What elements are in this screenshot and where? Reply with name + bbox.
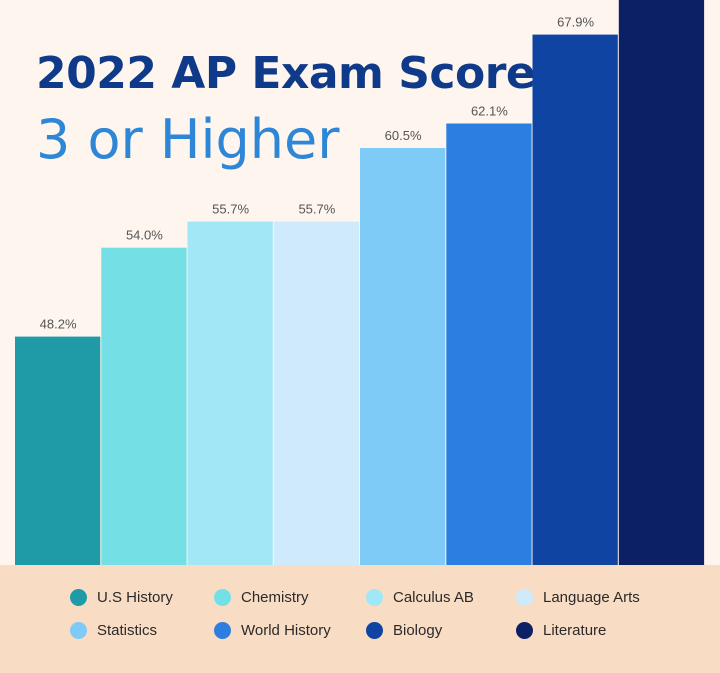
chart-subtitle: 3 or Higher (36, 108, 340, 171)
bar-statistics (360, 148, 446, 565)
legend-swatch (366, 622, 383, 639)
bar-chemistry (101, 247, 187, 565)
bar-world-history (446, 123, 532, 565)
bar-value-label: 55.7% (212, 202, 249, 217)
bar-literature (618, 0, 705, 565)
legend-label: Calculus AB (393, 589, 474, 606)
legend: U.S History Chemistry Calculus AB Langua… (70, 588, 710, 640)
legend-label: Chemistry (241, 589, 309, 606)
legend-label: World History (241, 622, 331, 639)
legend-label: Biology (393, 622, 443, 639)
bar-calculus-ab (187, 221, 273, 565)
bar-value-label: 67.9% (557, 15, 594, 30)
legend-item-us-history: U.S History (70, 588, 214, 607)
chart-title: 2022 AP Exam Scores (36, 48, 561, 99)
bar-value-label: 62.1% (471, 104, 508, 119)
legend-item-biology: Biology (366, 621, 516, 640)
bar-chart: 48.2%54.0%55.7%55.7%60.5%62.1%67.9%77.9% (15, 0, 705, 565)
bar-value-label: 55.7% (298, 202, 335, 217)
legend-label: Literature (543, 622, 607, 639)
legend-label: U.S History (97, 589, 173, 606)
legend-item-literature: Literature (516, 621, 686, 640)
bar-value-label: 60.5% (385, 128, 422, 143)
legend-swatch (214, 622, 231, 639)
legend-swatch (214, 589, 231, 606)
legend-swatch (516, 622, 533, 639)
legend-item-statistics: Statistics (70, 621, 214, 640)
legend-item-language-arts: Language Arts (516, 588, 686, 607)
legend-swatch (366, 589, 383, 606)
bar-u-s-history (15, 336, 101, 565)
legend-item-world-history: World History (214, 621, 366, 640)
legend-swatch (516, 589, 533, 606)
bar-value-label: 48.2% (40, 317, 77, 332)
legend-swatch (70, 589, 87, 606)
legend-item-chemistry: Chemistry (214, 588, 366, 607)
bar-value-label: 54.0% (126, 228, 163, 243)
legend-band (0, 565, 720, 673)
bar-biology (532, 34, 618, 565)
bar-language-arts (273, 221, 360, 565)
legend-item-calculus-ab: Calculus AB (366, 588, 516, 607)
legend-label: Language Arts (543, 589, 640, 606)
legend-swatch (70, 622, 87, 639)
legend-label: Statistics (97, 622, 158, 639)
